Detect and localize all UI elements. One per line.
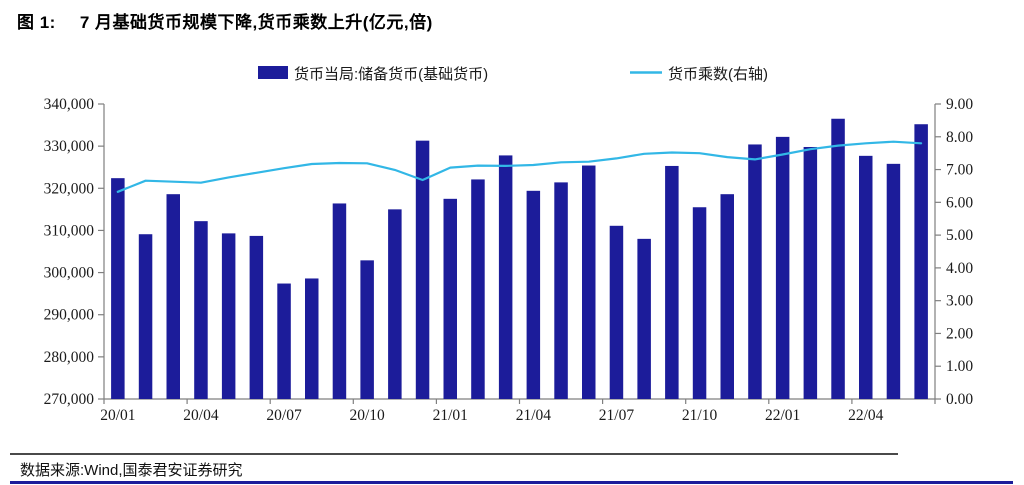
bar-21/10 bbox=[692, 207, 707, 399]
left-axis-label: 310,000 bbox=[44, 222, 95, 239]
bar-22/04 bbox=[859, 155, 873, 399]
bar-22/05 bbox=[886, 163, 901, 399]
bar-20/07 bbox=[277, 283, 291, 399]
right-axis-label: 3.00 bbox=[946, 293, 973, 310]
bar-20/08 bbox=[305, 278, 319, 399]
bar-21/02 bbox=[471, 179, 485, 399]
bar-20/05 bbox=[221, 233, 236, 399]
left-axis-label: 290,000 bbox=[44, 307, 95, 324]
figure-label: 图 1: bbox=[17, 13, 56, 32]
x-axis-label: 21/04 bbox=[516, 407, 552, 424]
left-axis-label: 280,000 bbox=[44, 349, 95, 366]
x-axis-label: 22/01 bbox=[765, 407, 800, 424]
x-axis-label: 22/04 bbox=[848, 407, 884, 424]
x-axis-label: 20/04 bbox=[183, 407, 219, 424]
left-axis-label: 320,000 bbox=[44, 180, 95, 197]
bar-21/08 bbox=[637, 238, 651, 399]
bar-20/02 bbox=[138, 234, 153, 399]
right-axis-label: 4.00 bbox=[946, 260, 973, 277]
bar-21/05 bbox=[554, 182, 568, 399]
bar-20/06 bbox=[249, 235, 264, 399]
bar-21/04 bbox=[526, 190, 541, 399]
bar-20/11 bbox=[388, 209, 402, 399]
bar-20/10 bbox=[360, 260, 374, 399]
legend-bar-swatch bbox=[258, 66, 288, 79]
chart-title: 图 1: 7 月基础货币规模下降,货币乘数上升(亿元,倍) bbox=[17, 8, 433, 33]
left-axis-label: 330,000 bbox=[44, 138, 95, 155]
bar-20/01 bbox=[111, 178, 125, 399]
chart-title-text: 7 月基础货币规模下降,货币乘数上升(亿元,倍) bbox=[79, 13, 433, 32]
left-axis-label: 300,000 bbox=[44, 265, 95, 282]
x-axis-label: 20/10 bbox=[349, 407, 385, 424]
x-axis-label: 21/07 bbox=[599, 407, 635, 424]
x-axis-label: 21/10 bbox=[682, 407, 718, 424]
source-text: 数据来源:Wind,国泰君安证券研究 bbox=[20, 462, 243, 479]
bar-21/07 bbox=[609, 225, 624, 399]
right-axis-label: 6.00 bbox=[946, 194, 973, 211]
left-axis-label: 270,000 bbox=[44, 391, 95, 408]
bar-22/01 bbox=[775, 136, 790, 399]
right-axis-label: 5.00 bbox=[946, 227, 973, 244]
left-axis-label: 340,000 bbox=[44, 96, 95, 113]
bottom-accent-line bbox=[10, 481, 1013, 484]
base-money-chart: 货币当局:储备货币(基础货币) 货币乘数(右轴) 270,000 280,000 290… bbox=[44, 66, 973, 424]
bar-21/11 bbox=[720, 194, 734, 399]
bar-20/04 bbox=[194, 221, 208, 399]
bar-20/12 bbox=[415, 140, 430, 399]
bar-21/12 bbox=[748, 144, 762, 399]
bar-22/02 bbox=[803, 146, 818, 399]
bar-20/09 bbox=[332, 203, 347, 399]
source-divider-line bbox=[10, 453, 898, 455]
x-axis-label: 20/07 bbox=[266, 407, 302, 424]
right-axis-label: 9.00 bbox=[946, 96, 973, 113]
x-axis-label: 21/01 bbox=[433, 407, 468, 424]
bar-22/06 bbox=[914, 124, 928, 399]
legend-bar-label: 货币当局:储备货币(基础货币) bbox=[294, 66, 488, 83]
x-axis-label: 20/01 bbox=[100, 407, 135, 424]
legend-line-label: 货币乘数(右轴) bbox=[668, 66, 768, 83]
bar-21/09 bbox=[665, 165, 679, 399]
bar-22/03 bbox=[831, 118, 845, 399]
right-axis-label: 2.00 bbox=[946, 325, 973, 342]
bar-21/01 bbox=[443, 198, 457, 399]
money-multiplier-line bbox=[116, 140, 923, 193]
right-axis-label: 0.00 bbox=[946, 391, 973, 408]
bar-21/03 bbox=[498, 155, 513, 399]
bar-21/06 bbox=[582, 165, 596, 399]
right-axis-label: 7.00 bbox=[946, 162, 973, 179]
right-axis-label: 1.00 bbox=[946, 358, 973, 375]
right-axis-label: 8.00 bbox=[946, 129, 973, 146]
bar-20/03 bbox=[166, 194, 180, 399]
